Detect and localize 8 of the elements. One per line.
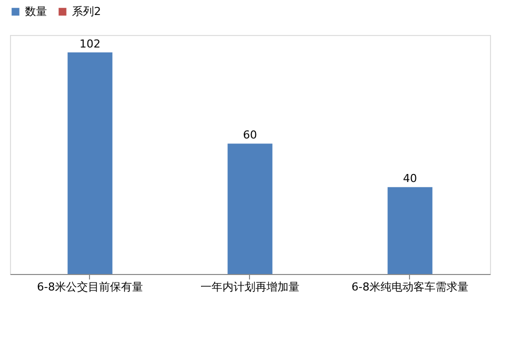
data-label: 40 <box>403 172 417 186</box>
x-tick-label: 一年内计划再增加量 <box>200 280 300 294</box>
legend-label: 系列2 <box>72 4 101 18</box>
data-label: 60 <box>243 128 257 142</box>
legend-label: 数量 <box>25 4 47 18</box>
data-label: 102 <box>80 37 100 50</box>
x-tick-label: 6-8米纯电动客车需求量 <box>352 280 468 294</box>
x-tick-label: 6-8米公交目前保有量 <box>37 280 143 294</box>
